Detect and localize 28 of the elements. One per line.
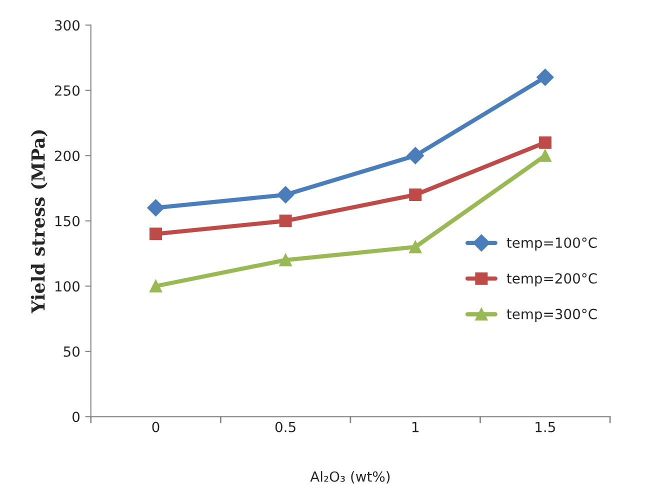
y-tick-label: 50 (64, 346, 80, 357)
x-tick-label: 1 (412, 422, 418, 432)
x-tick-label: 0 (152, 422, 160, 432)
x-tick-label: 0.5 (275, 422, 296, 432)
y-tick-label: 250 (54, 85, 80, 96)
y-tick-label: 300 (54, 20, 80, 31)
point (538, 149, 552, 162)
y-tick-label: 200 (54, 150, 80, 162)
point (409, 188, 422, 202)
legend-label: temp=200°C (506, 273, 597, 286)
legend-label: temp=300°C (506, 308, 597, 322)
point (147, 199, 164, 216)
legend-label: temp=100°C (506, 237, 597, 251)
point (406, 147, 424, 164)
y-tick-label: 150 (55, 216, 80, 226)
point (279, 254, 292, 266)
x-axis-title: Al₂O₃ (wt%) (310, 471, 390, 484)
point (150, 228, 162, 240)
point (536, 68, 554, 86)
point (150, 280, 162, 292)
y-tick-label: 0 (72, 412, 80, 422)
y-tick-label: 100 (55, 281, 80, 292)
point (279, 214, 292, 228)
y-axis-title: Yield stress (MPa) (30, 130, 48, 314)
point (277, 186, 294, 204)
point (409, 240, 422, 254)
x-tick-label: 1.5 (536, 422, 555, 432)
point (538, 136, 552, 149)
